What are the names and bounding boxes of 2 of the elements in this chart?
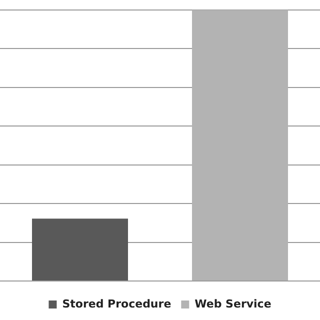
legend-label: Stored Procedure bbox=[62, 297, 172, 310]
legend-label: Web Service bbox=[194, 297, 272, 310]
